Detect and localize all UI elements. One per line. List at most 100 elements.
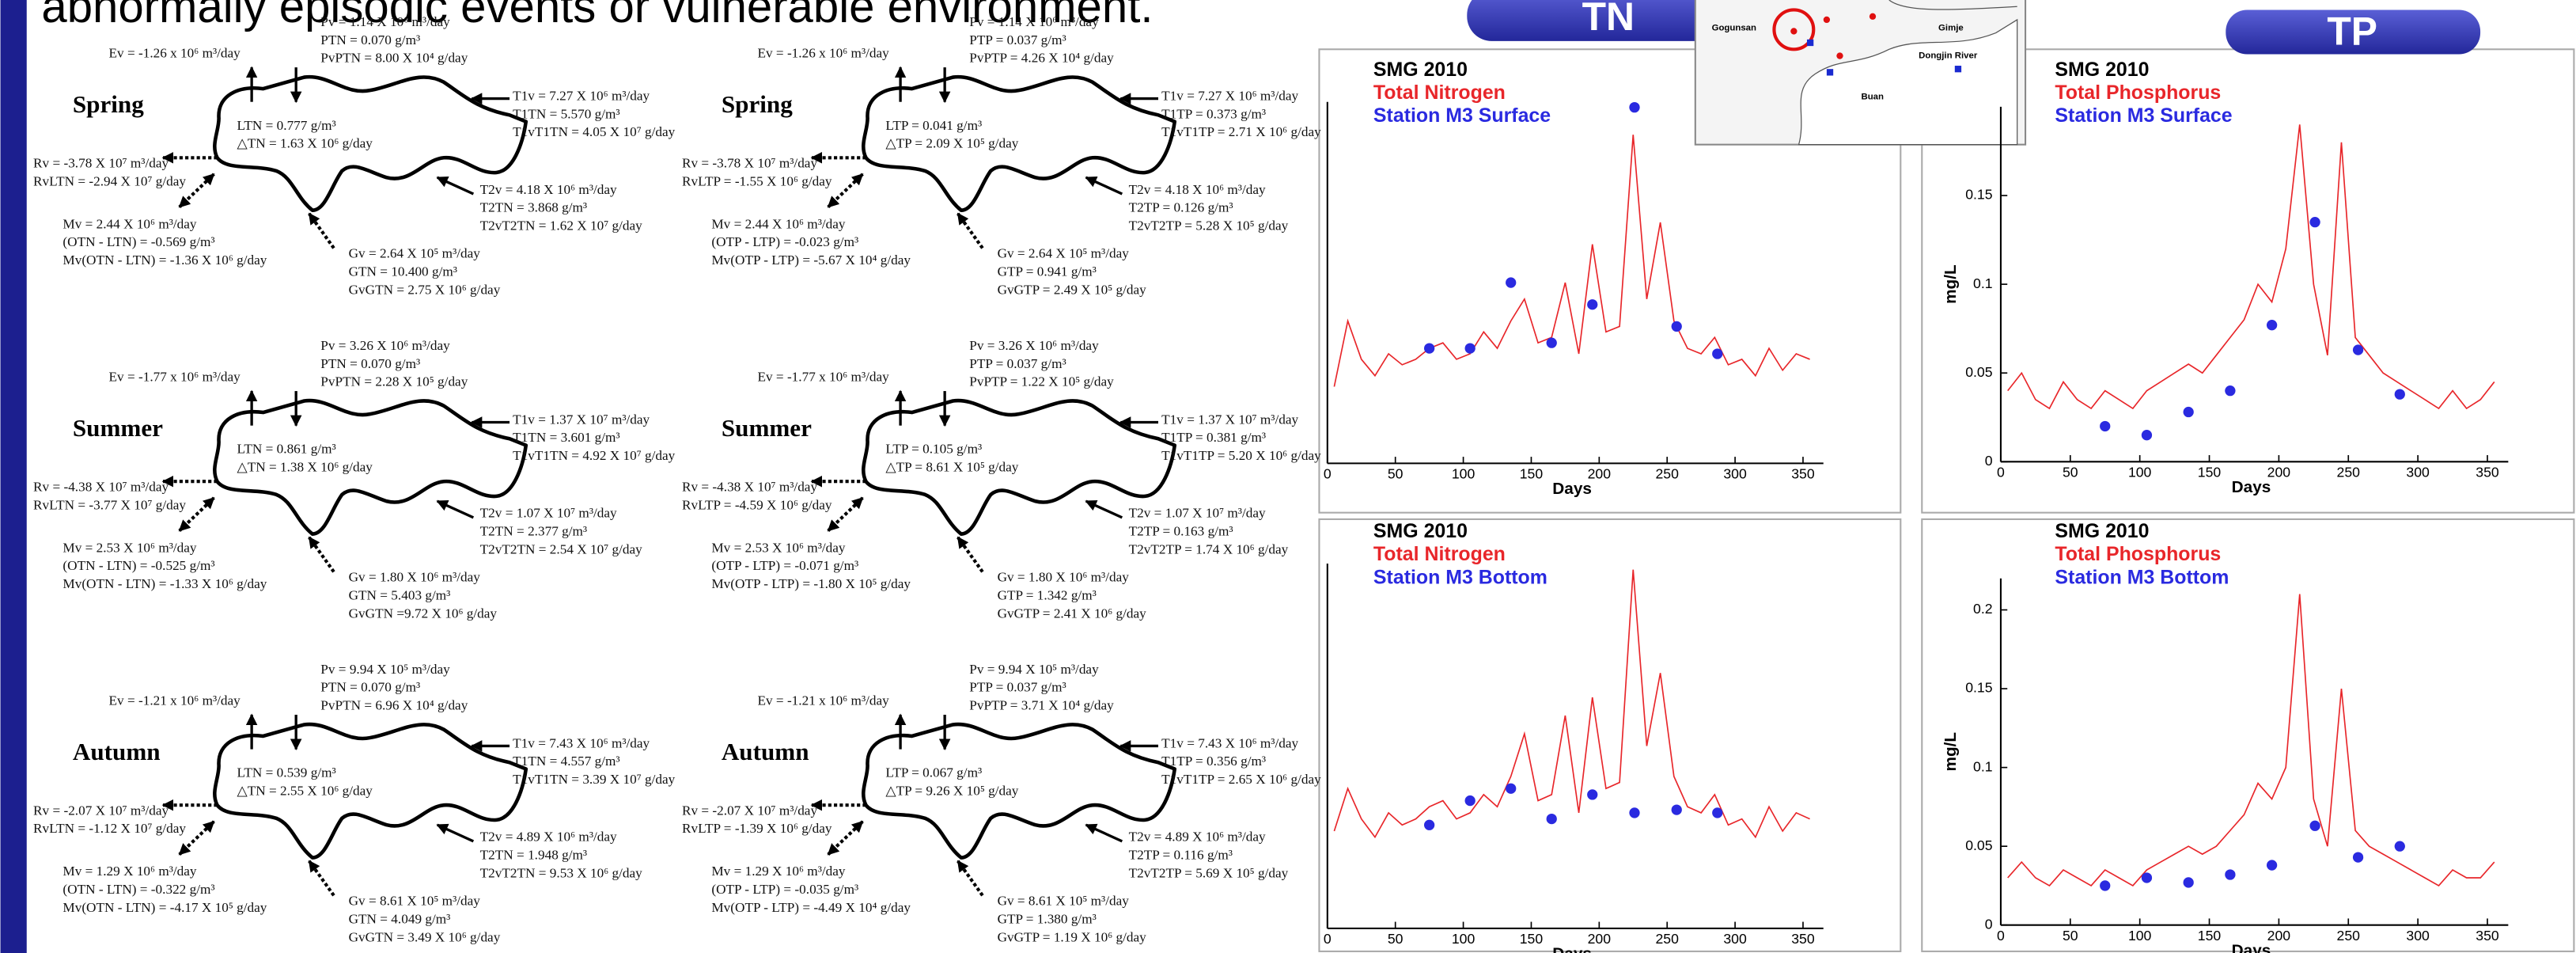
flux-text: LTN = 0.861 g/m³ xyxy=(237,442,335,457)
flux-text: RvLTP = -4.59 X 10⁶ g/day xyxy=(682,497,832,512)
flux-arrow xyxy=(436,823,475,843)
flux-arrow xyxy=(308,860,335,897)
season-label: Autumn xyxy=(73,738,161,765)
flux-arrow xyxy=(308,212,335,249)
flux-text: T2vT2TP = 5.28 X 10⁵ g/day xyxy=(1129,218,1289,233)
flux-arrow xyxy=(1085,499,1123,519)
flux-text: Gv = 2.64 X 10⁵ m³/day xyxy=(998,246,1130,261)
flux-diagram: Spring Pv = 1.14 X 10⁶ m³/day PTN = 0.070 … xyxy=(33,14,676,297)
season-label: Summer xyxy=(73,414,163,442)
flux-text: GvGTP = 2.41 X 10⁶ g/day xyxy=(998,606,1147,621)
y-tick-label: 0.15 xyxy=(1965,680,1993,696)
x-tick-label: 250 xyxy=(2337,928,2361,944)
x-tick-label: 300 xyxy=(1723,466,1747,482)
flux-text: PvPTN = 6.96 X 10⁴ g/day xyxy=(320,698,468,713)
flux-text: (OTP - LTP) = -0.035 g/m³ xyxy=(711,882,858,897)
flux-text: PvPTP = 4.26 X 10⁴ g/day xyxy=(969,51,1114,66)
flux-text: Rv = -4.38 X 10⁷ m³/day xyxy=(33,479,169,494)
x-tick-label: 200 xyxy=(1588,931,1612,947)
map-coast xyxy=(1888,0,2017,10)
flux-text: T1vT1TN = 4.05 X 10⁷ g/day xyxy=(513,124,675,139)
chart-frame xyxy=(1318,518,1902,952)
flux-text: Pv = 1.14 X 10⁶ m³/day xyxy=(969,14,1099,29)
y-tick-label: 0.05 xyxy=(1965,837,1993,853)
data-point xyxy=(2394,841,2405,852)
data-point xyxy=(1629,101,1640,113)
flux-text: T2v = 4.18 X 10⁶ m³/day xyxy=(1129,182,1266,197)
estuary-outline xyxy=(862,398,1177,536)
flux-text: T1v = 7.43 X 10⁶ m³/day xyxy=(1161,735,1298,750)
map-highlight xyxy=(1772,8,1816,51)
legend-entry: Total Nitrogen xyxy=(1373,82,1506,104)
panel-label: TN xyxy=(1582,0,1635,39)
flux-arrow xyxy=(436,176,475,196)
estuary-outline xyxy=(862,722,1177,860)
y-tick-label: 0.1 xyxy=(1973,275,1993,291)
data-point xyxy=(2183,406,2194,418)
data-point xyxy=(1629,807,1640,818)
x-tick-label: 350 xyxy=(2476,465,2499,480)
flux-text: △TN = 1.38 X 10⁶ g/day xyxy=(237,460,373,475)
flux-text: GTN = 4.049 g/m³ xyxy=(349,911,451,926)
flux-diagram: Summer Pv = 3.26 X 10⁶ m³/day PTP = 0.037 … xyxy=(682,338,1321,621)
panel-pill xyxy=(1467,0,1750,41)
flux-text: T1v = 7.27 X 10⁶ m³/day xyxy=(1161,88,1298,103)
flux-diagram: Autumn Pv = 9.94 X 10⁵ m³/day PTP = 0.037 … xyxy=(682,662,1321,944)
flux-text: T2vT2TP = 5.69 X 10⁵ g/day xyxy=(1129,865,1289,880)
flux-text: Pv = 1.14 X 10⁶ m³/day xyxy=(320,14,450,29)
chart-title: SMG 2010 xyxy=(2055,59,2149,81)
map-label: Dongjin River xyxy=(1919,51,1978,61)
x-tick-label: 100 xyxy=(2128,928,2152,944)
flux-text: T1TP = 0.381 g/m³ xyxy=(1161,430,1266,445)
flux-text: LTP = 0.105 g/m³ xyxy=(885,442,982,457)
flux-arrow xyxy=(436,499,475,519)
flux-text: Pv = 3.26 X 10⁶ m³/day xyxy=(320,338,450,353)
flux-text: LTP = 0.041 g/m³ xyxy=(885,118,982,133)
x-tick-label: 300 xyxy=(2406,928,2430,944)
data-point xyxy=(2309,820,2320,831)
flux-text: GTN = 5.403 g/m³ xyxy=(349,587,451,602)
data-point xyxy=(1587,789,1598,800)
flux-arrow xyxy=(178,820,215,856)
flux-diagram: Summer Pv = 3.26 X 10⁶ m³/day PTN = 0.070 … xyxy=(33,338,676,621)
flux-text: T2TP = 0.126 g/m³ xyxy=(1129,200,1233,215)
x-tick-label: 100 xyxy=(1452,931,1476,947)
flux-text: GTP = 0.941 g/m³ xyxy=(998,264,1097,279)
data-point xyxy=(2225,869,2236,880)
flux-text: T1vT1TP = 2.65 X 10⁶ g/day xyxy=(1161,772,1321,787)
flux-text: Gv = 2.64 X 10⁵ m³/day xyxy=(349,246,481,261)
flux-text: T1v = 1.37 X 10⁷ m³/day xyxy=(1161,412,1298,427)
map-marker xyxy=(1954,66,1962,73)
x-axis-label: Days xyxy=(1552,945,1592,953)
map-land xyxy=(1798,18,2018,146)
flux-text: △TP = 2.09 X 10⁵ g/day xyxy=(885,136,1018,151)
data-point xyxy=(1587,299,1598,310)
flux-text: T2vT2TP = 1.74 X 10⁶ g/day xyxy=(1129,541,1289,556)
flux-text: GvGTP = 2.49 X 10⁵ g/day xyxy=(998,282,1147,297)
flux-text: LTP = 0.067 g/m³ xyxy=(885,765,982,780)
flux-text: △TP = 8.61 X 10⁵ g/day xyxy=(885,460,1018,475)
data-point xyxy=(2100,880,2111,891)
data-point xyxy=(1506,277,1517,288)
x-tick-label: 350 xyxy=(2476,928,2499,944)
data-point xyxy=(2266,320,2278,331)
side-strip xyxy=(0,0,27,953)
flux-text: T1TP = 0.373 g/m³ xyxy=(1161,106,1266,121)
data-point xyxy=(2100,420,2111,432)
flux-text: GTP = 1.380 g/m³ xyxy=(998,911,1097,926)
data-point xyxy=(2183,877,2194,888)
flux-text: T2vT2TN = 9.53 X 10⁶ g/day xyxy=(480,865,642,880)
estuary-outline xyxy=(213,398,528,536)
data-point xyxy=(1712,348,1723,359)
data-point xyxy=(2141,872,2153,883)
legend-entry: Station M3 Bottom xyxy=(2055,566,2229,588)
flux-text: (OTN - LTN) = -0.525 g/m³ xyxy=(63,558,214,573)
flux-text: Mv = 1.29 X 10⁶ m³/day xyxy=(711,864,846,879)
flux-text: T2v = 1.07 X 10⁷ m³/day xyxy=(480,506,617,521)
flux-text: (OTP - LTP) = -0.071 g/m³ xyxy=(711,558,858,573)
flux-text: PTN = 0.070 g/m³ xyxy=(320,356,420,371)
flux-text: RvLTN = -2.94 X 10⁷ g/day xyxy=(33,173,186,188)
flux-text: T2TN = 1.948 g/m³ xyxy=(480,847,587,862)
flux-text: PvPTN = 2.28 X 10⁵ g/day xyxy=(320,374,468,389)
